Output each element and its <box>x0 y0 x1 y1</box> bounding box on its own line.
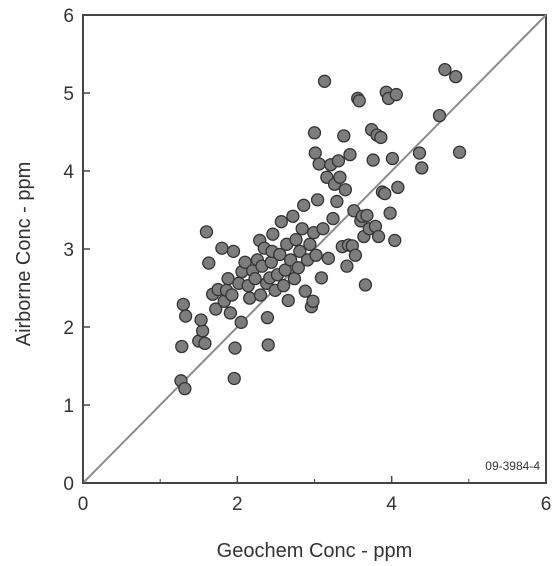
data-point <box>291 261 305 275</box>
x-tick-label: 2 <box>232 494 243 515</box>
data-point <box>312 157 326 171</box>
data-point <box>248 271 262 286</box>
data-point <box>326 211 340 226</box>
data-point <box>306 294 320 308</box>
data-point <box>388 233 402 248</box>
data-point <box>293 244 307 258</box>
data-point <box>243 291 257 305</box>
data-point <box>374 130 388 145</box>
y-tick-label: 5 <box>63 84 74 105</box>
y-tick-label: 0 <box>63 474 74 495</box>
data-point <box>195 324 210 338</box>
data-point <box>238 255 252 269</box>
y-tick-label: 4 <box>63 162 74 183</box>
data-point <box>309 248 323 262</box>
data-point <box>310 193 325 207</box>
data-point <box>338 183 353 197</box>
data-point <box>178 309 193 323</box>
data-point <box>287 271 302 286</box>
data-point <box>178 381 192 396</box>
data-point <box>432 108 447 123</box>
x-axis-title: Geochem Conc - ppm <box>217 540 413 562</box>
data-point <box>261 338 275 352</box>
data-point <box>260 310 275 325</box>
data-point <box>348 248 363 262</box>
data-point <box>226 244 241 258</box>
data-point <box>286 209 300 223</box>
data-point <box>307 126 322 140</box>
data-point <box>316 222 330 236</box>
data-point <box>227 371 241 386</box>
data-point <box>289 232 303 247</box>
data-point <box>225 288 239 302</box>
data-point <box>303 237 317 251</box>
data-point <box>366 153 380 167</box>
data-point <box>273 247 287 262</box>
data-point <box>253 288 268 302</box>
data-point <box>215 241 229 255</box>
data-point <box>298 284 312 298</box>
x-tick-label: 6 <box>541 494 552 515</box>
x-tick-label: 4 <box>386 494 397 515</box>
data-point <box>391 180 405 195</box>
data-point <box>358 278 373 292</box>
y-tick-label: 3 <box>63 240 74 261</box>
data-point <box>337 129 351 143</box>
data-point <box>412 146 427 160</box>
data-point <box>330 194 344 209</box>
x-tick-label: 0 <box>78 494 89 515</box>
data-point <box>389 87 403 102</box>
data-point <box>281 293 295 308</box>
data-point <box>371 229 386 244</box>
data-point <box>352 94 366 108</box>
data-point <box>340 259 354 273</box>
data-point <box>223 306 238 320</box>
data-point <box>321 251 336 266</box>
data-point <box>308 146 322 160</box>
data-point <box>297 198 311 212</box>
data-point <box>199 225 214 239</box>
data-point <box>276 279 291 293</box>
y-tick-label: 2 <box>63 318 74 339</box>
data-point <box>317 74 332 88</box>
data-point <box>278 263 292 277</box>
data-point <box>176 297 190 312</box>
data-point <box>314 271 329 285</box>
data-point <box>360 208 374 223</box>
y-tick-label: 1 <box>63 396 74 417</box>
data-point <box>385 151 400 166</box>
data-point <box>202 256 216 270</box>
data-point <box>331 154 346 168</box>
data-point <box>266 227 280 241</box>
data-point <box>221 271 235 286</box>
data-point <box>198 336 212 351</box>
figure-id-annotation: 09-3984-4 <box>485 459 540 473</box>
data-point <box>449 69 463 84</box>
y-axis-title: Airborne Conc - ppm <box>13 162 35 347</box>
data-point <box>343 147 357 162</box>
data-point <box>209 302 223 316</box>
data-point <box>438 62 452 77</box>
data-point <box>175 339 189 354</box>
data-point <box>378 186 392 201</box>
data-point <box>234 315 248 329</box>
data-point <box>228 341 242 355</box>
data-point <box>295 222 309 236</box>
data-point <box>383 206 397 220</box>
data-point <box>415 161 429 175</box>
data-point <box>283 253 298 267</box>
y-tick-label: 6 <box>63 6 74 27</box>
data-point <box>194 313 208 327</box>
data-point <box>333 170 347 184</box>
data-point <box>274 215 288 229</box>
data-point <box>452 145 467 159</box>
plot-area: 0 2 4 6 0 1 2 3 4 5 6 <box>63 6 551 515</box>
